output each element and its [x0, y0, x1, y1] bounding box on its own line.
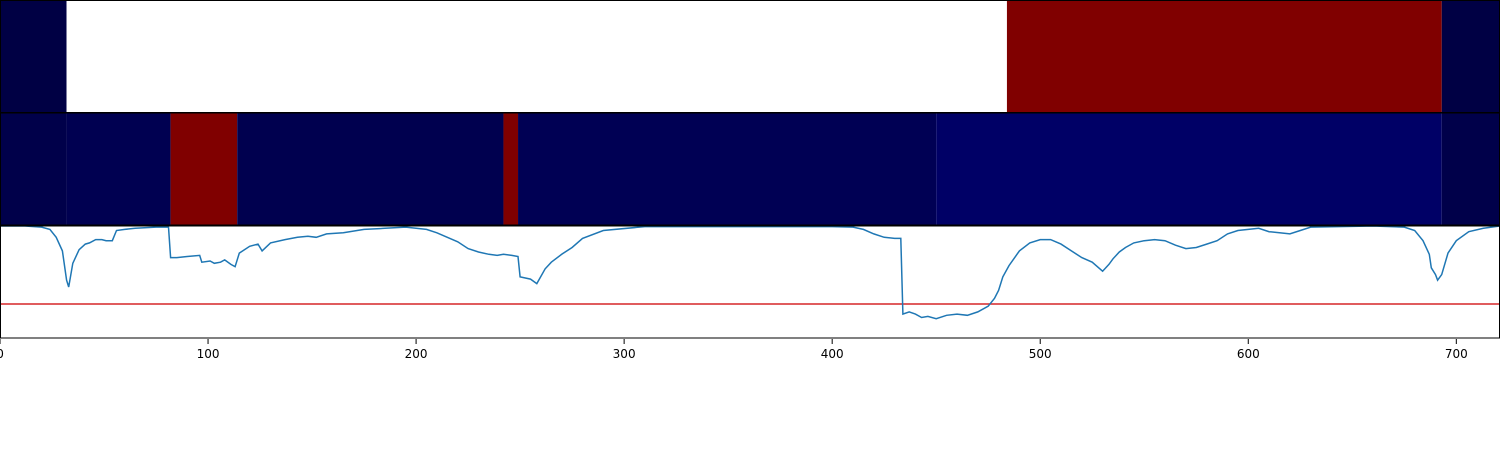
heatmap-segment-2-1: [0, 113, 67, 226]
heatmap-segment-1-3: [1006, 0, 1442, 113]
heatmap-segment-1-4: [1441, 0, 1500, 113]
heatmap-segment-2-2: [66, 113, 171, 226]
x-tick-label-500: 500: [1029, 347, 1052, 361]
heatmap-segment-2-5: [503, 113, 519, 226]
line-plot-panel: [0, 225, 1500, 320]
heatmap-segment-2-7: [936, 113, 1442, 226]
x-tick-label-300: 300: [613, 347, 636, 361]
heatmap-segment-2-8: [1441, 113, 1500, 226]
series-line: [0, 225, 1500, 320]
heatmap-segment-1-1: [0, 0, 67, 113]
x-tick-label-0: 0: [0, 347, 4, 361]
top-heatmap-strip: [0, 0, 1500, 113]
middle-heatmap-strip: [0, 113, 1500, 226]
x-tick-label-100: 100: [197, 347, 220, 361]
x-tick-label-700: 700: [1445, 347, 1468, 361]
x-tick-label-600: 600: [1237, 347, 1260, 361]
heatmap-segment-1-2: [66, 0, 1007, 113]
heatmap-segment-2-3: [170, 113, 238, 226]
heatmap-segment-2-6: [518, 113, 937, 226]
x-tick-label-400: 400: [821, 347, 844, 361]
line-panel-frame: [0, 225, 1500, 339]
heatmap-segment-2-4: [237, 113, 504, 226]
x-tick-label-200: 200: [405, 347, 428, 361]
x-axis: 0 100 200 300 400 500 600 700: [0, 339, 1468, 361]
